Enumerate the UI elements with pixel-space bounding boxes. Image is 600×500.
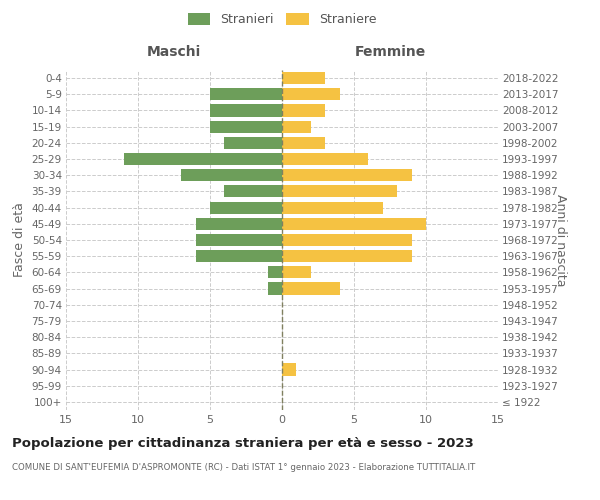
Bar xyxy=(282,153,368,165)
Bar xyxy=(268,282,282,294)
Bar xyxy=(282,282,340,294)
Bar xyxy=(282,234,412,246)
Bar xyxy=(196,218,282,230)
Bar xyxy=(282,186,397,198)
Bar xyxy=(282,88,340,101)
Text: COMUNE DI SANT'EUFEMIA D'ASPROMONTE (RC) - Dati ISTAT 1° gennaio 2023 - Elaboraz: COMUNE DI SANT'EUFEMIA D'ASPROMONTE (RC)… xyxy=(12,462,475,471)
Bar xyxy=(282,250,412,262)
Bar xyxy=(181,169,282,181)
Text: Popolazione per cittadinanza straniera per età e sesso - 2023: Popolazione per cittadinanza straniera p… xyxy=(12,438,474,450)
Bar xyxy=(268,266,282,278)
Bar xyxy=(210,202,282,213)
Bar xyxy=(224,137,282,149)
Bar xyxy=(282,364,296,376)
Text: Maschi: Maschi xyxy=(147,44,201,59)
Bar xyxy=(282,137,325,149)
Bar xyxy=(210,120,282,132)
Y-axis label: Anni di nascita: Anni di nascita xyxy=(554,194,567,286)
Bar xyxy=(224,186,282,198)
Bar xyxy=(210,88,282,101)
Text: Femmine: Femmine xyxy=(355,44,425,59)
Legend: Stranieri, Straniere: Stranieri, Straniere xyxy=(184,8,380,30)
Bar xyxy=(282,104,325,117)
Bar xyxy=(196,234,282,246)
Y-axis label: Fasce di età: Fasce di età xyxy=(13,202,26,278)
Bar xyxy=(124,153,282,165)
Bar xyxy=(282,72,325,84)
Bar xyxy=(282,169,412,181)
Bar xyxy=(282,120,311,132)
Bar xyxy=(196,250,282,262)
Bar xyxy=(282,218,426,230)
Bar xyxy=(282,266,311,278)
Bar xyxy=(210,104,282,117)
Bar xyxy=(282,202,383,213)
